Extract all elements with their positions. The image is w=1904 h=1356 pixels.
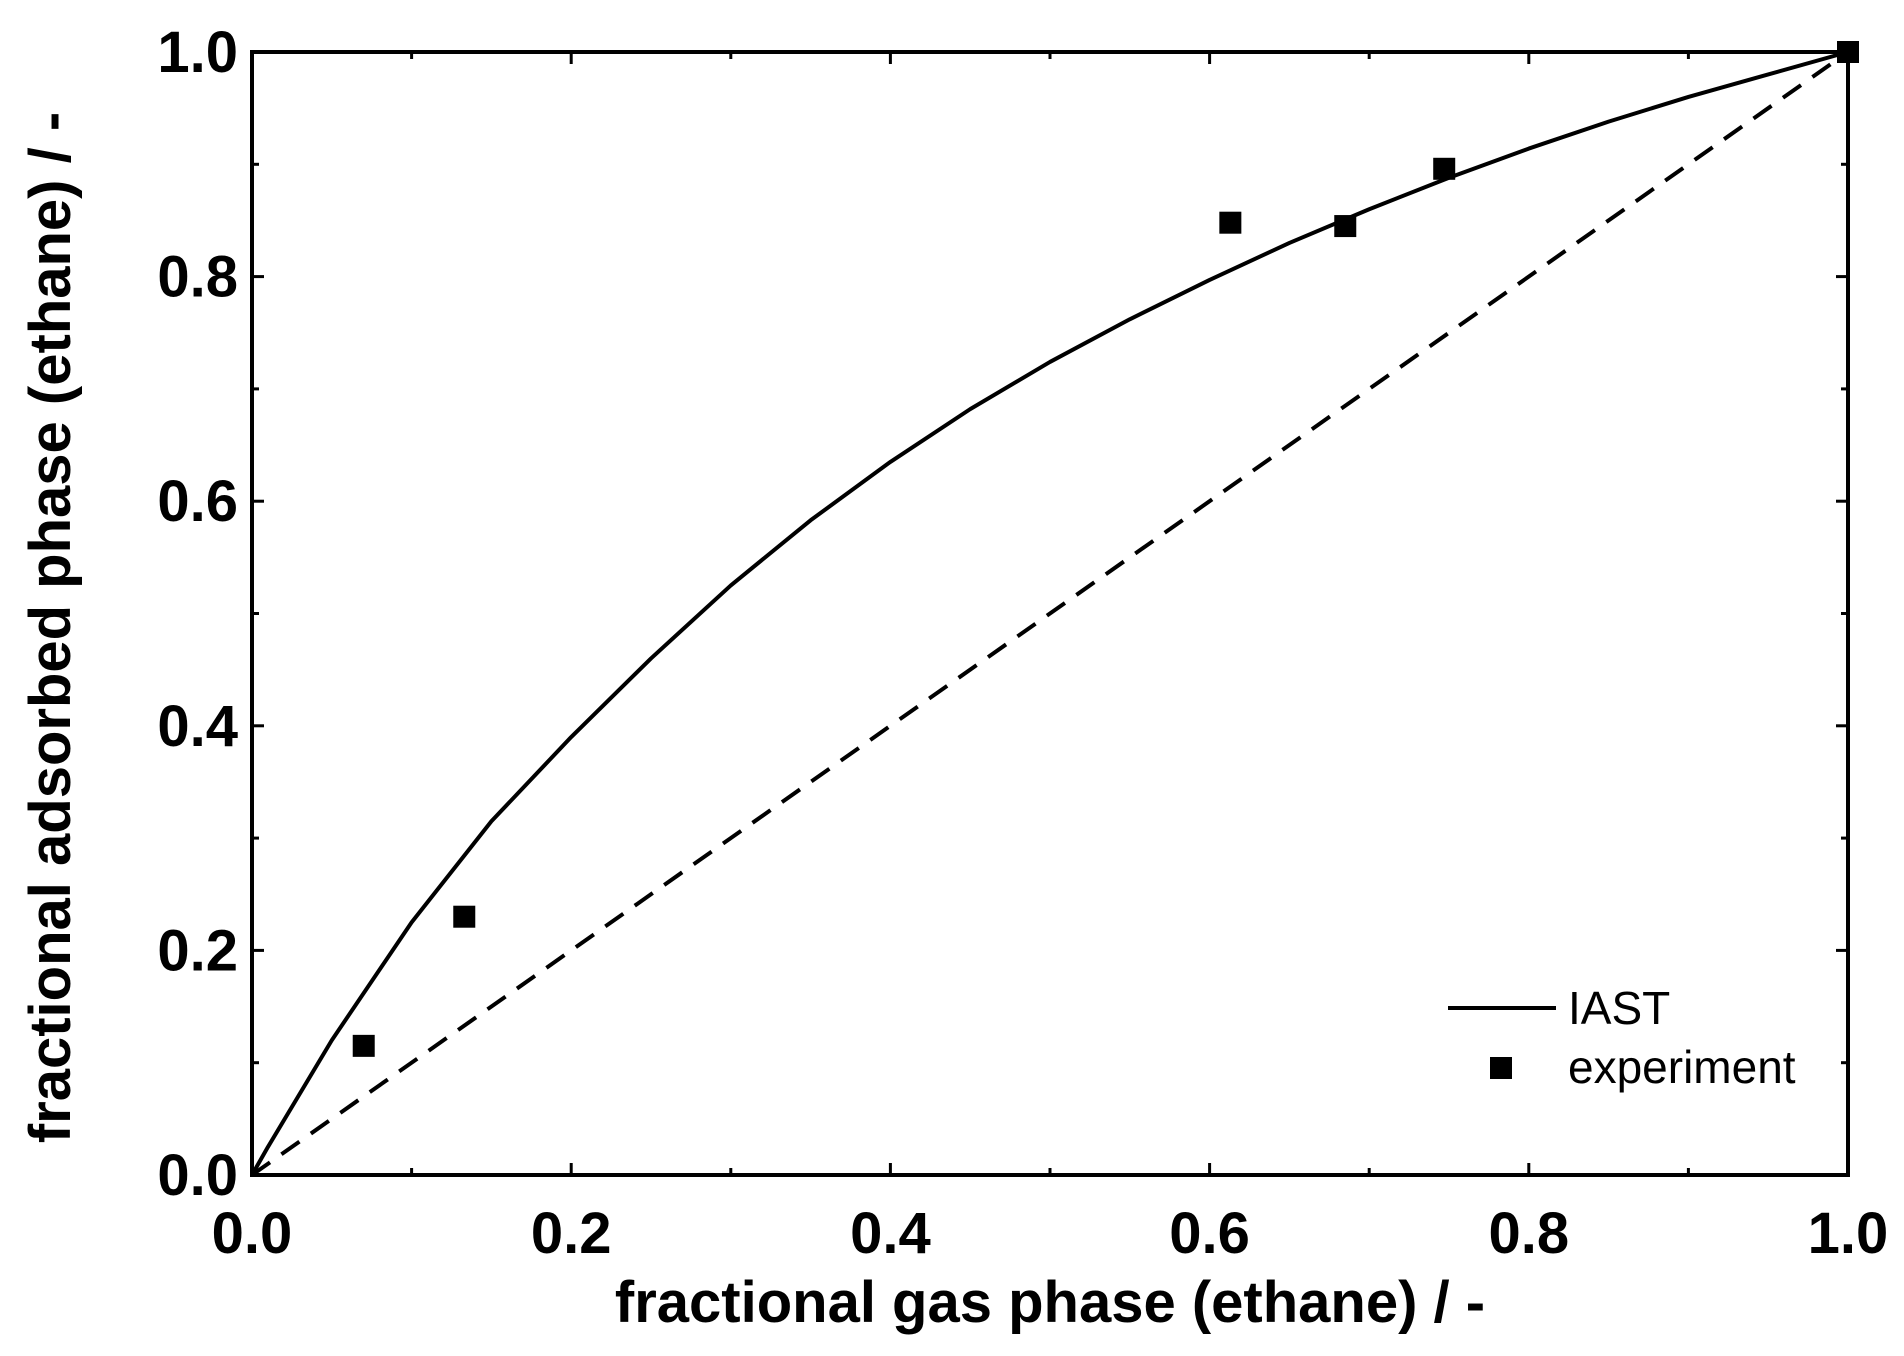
legend-iast-label: IAST bbox=[1568, 982, 1670, 1034]
y-tick-label-0: 0.0 bbox=[157, 1143, 238, 1208]
legend: IAST experiment bbox=[1448, 982, 1796, 1093]
experiment-point-3 bbox=[1334, 215, 1357, 238]
experiment-point-2 bbox=[1219, 211, 1242, 234]
axis-tick-labels: 0.0 0.2 0.4 0.6 0.8 1.0 0.0 0.2 0.4 0.6 0.8 1.0 bbox=[157, 20, 1888, 1266]
x-tick-label-3: 0.6 bbox=[1169, 1201, 1250, 1266]
y-tick-label-3: 0.6 bbox=[157, 469, 238, 534]
diagonal-reference-line bbox=[250, 50, 1850, 1177]
y-tick-label-1: 0.2 bbox=[157, 918, 238, 983]
x-tick-label-2: 0.4 bbox=[850, 1201, 931, 1266]
axis-ticks bbox=[250, 50, 1850, 1177]
y-tick-label-4: 0.8 bbox=[157, 245, 238, 310]
iast-curve-line bbox=[250, 50, 1849, 1176]
y-axis-title: fractional adsorbed phase (ethane) / - bbox=[18, 112, 83, 1143]
x-tick-label-5: 1.0 bbox=[1808, 1201, 1889, 1266]
experiment-point-4 bbox=[1433, 157, 1456, 180]
iast-series bbox=[250, 50, 1849, 1176]
y-tick-label-5: 1.0 bbox=[157, 20, 238, 85]
experiment-series bbox=[352, 41, 1859, 1057]
x-tick-label-4: 0.8 bbox=[1488, 1201, 1569, 1266]
legend-experiment-label: experiment bbox=[1568, 1041, 1796, 1093]
experiment-point-1 bbox=[453, 905, 476, 928]
legend-experiment-square-symbol bbox=[1490, 1057, 1512, 1079]
y-tick-label-2: 0.4 bbox=[157, 694, 238, 759]
x-tick-label-1: 0.2 bbox=[531, 1201, 612, 1266]
experiment-point-0 bbox=[352, 1034, 375, 1057]
x-axis-title: fractional gas phase (ethane) / - bbox=[615, 1270, 1485, 1335]
diagonal-dashed-line bbox=[250, 50, 1850, 1177]
x-tick-label-0: 0.0 bbox=[212, 1201, 293, 1266]
